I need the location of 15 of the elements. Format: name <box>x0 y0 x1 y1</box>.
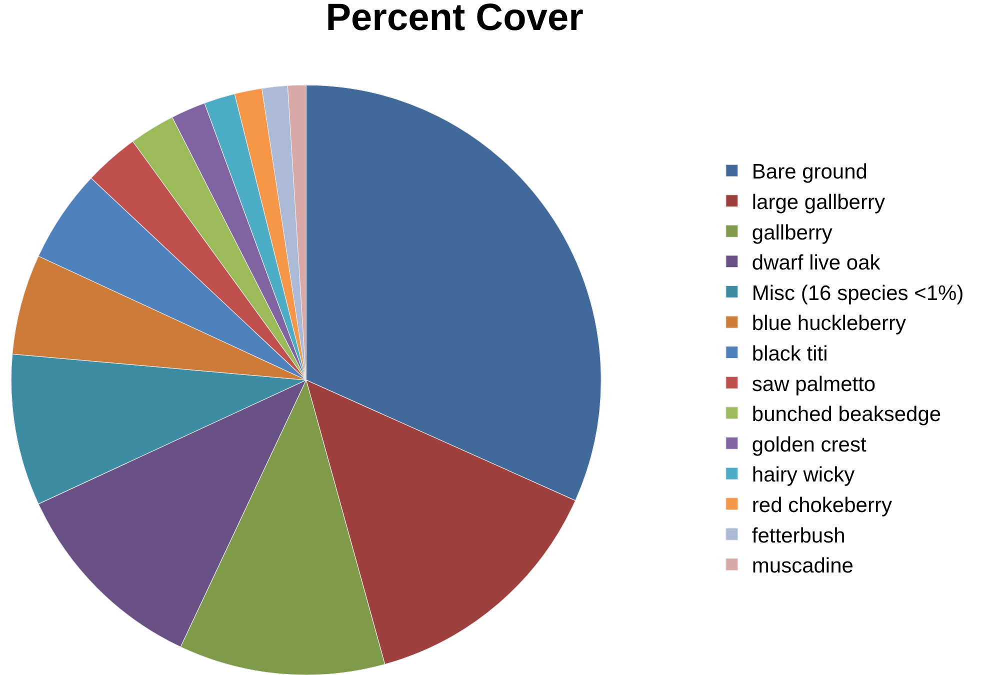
legend-label: large gallberry <box>752 191 886 214</box>
legend-label: hairy wicky <box>752 464 856 487</box>
legend-label: fetterbush <box>752 524 846 548</box>
legend-label: gallberry <box>752 221 833 244</box>
legend-label: bunched beaksedge <box>752 403 942 426</box>
legend-label: Misc (16 species <1%) <box>752 282 964 305</box>
legend-label: black titi <box>752 342 828 366</box>
legend-label: muscadine <box>752 554 854 578</box>
chart-title: Percent Cover <box>326 0 584 39</box>
legend-label: blue huckleberry <box>752 312 906 336</box>
legend-label: golden crest <box>752 433 866 456</box>
legend-label: saw palmetto <box>752 372 876 396</box>
legend-label: Bare ground <box>752 160 868 184</box>
legend-label: red chokeberry <box>752 494 892 518</box>
legend-label: dwarf live oak <box>752 252 881 275</box>
